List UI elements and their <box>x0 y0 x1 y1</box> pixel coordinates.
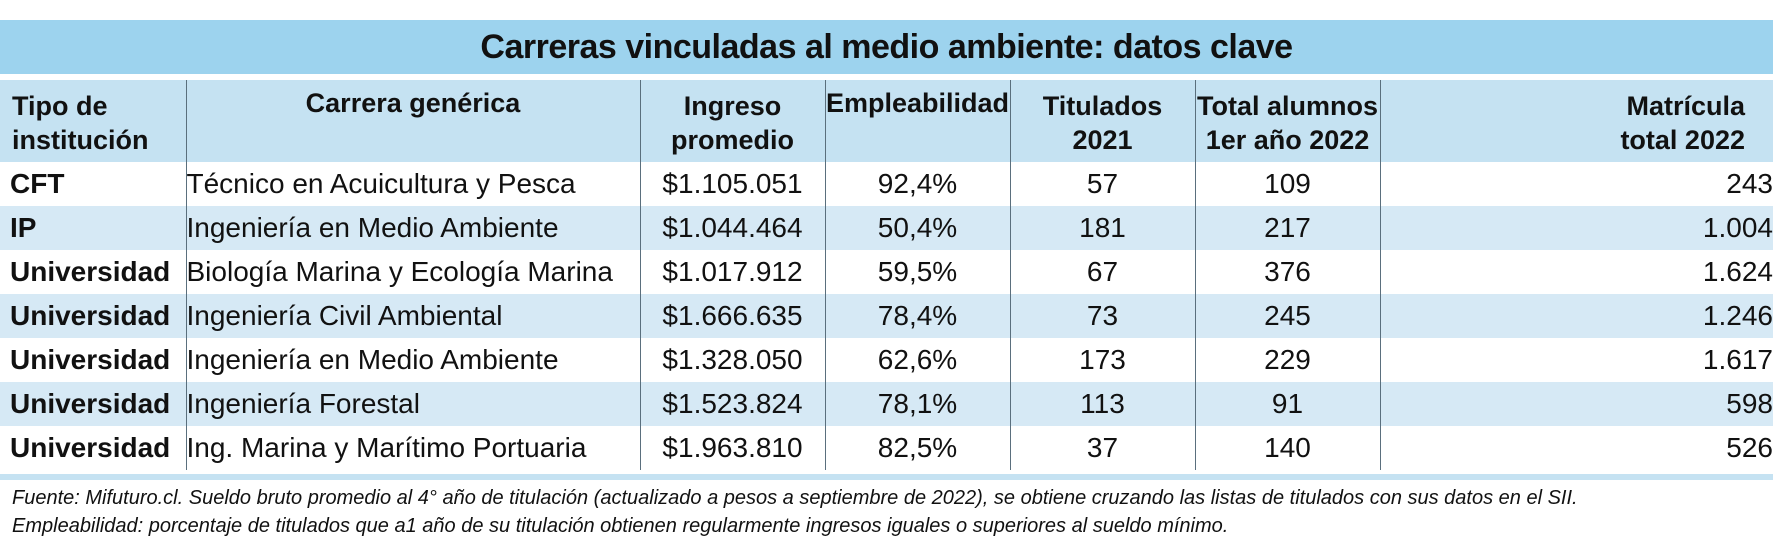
cell-alumnos: 229 <box>1194 338 1380 382</box>
cell-matricula: 1.624 <box>1379 250 1773 294</box>
cell-matricula: 598 <box>1379 382 1773 426</box>
cell-ingreso: $1.666.635 <box>639 294 825 338</box>
header-line: total 2022 <box>1620 125 1745 155</box>
cell-titulados: 57 <box>1009 162 1195 206</box>
table-row: Universidad Ing. Marina y Marítimo Portu… <box>0 426 1773 470</box>
cell-matricula: 526 <box>1379 426 1773 470</box>
note-source: Fuente: Mifuturo.cl. Sueldo bruto promed… <box>12 487 1578 509</box>
cell-ingreso: $1.963.810 <box>639 426 825 470</box>
cell-ingreso: $1.328.050 <box>639 338 825 382</box>
cell-carrera: Ingeniería Forestal <box>185 382 640 426</box>
table-row: IP Ingeniería en Medio Ambiente $1.044.4… <box>0 206 1773 250</box>
cell-titulados: 181 <box>1009 206 1195 250</box>
cell-tipo: Universidad <box>10 344 171 375</box>
cell-tipo: Universidad <box>10 432 171 463</box>
careers-table: Tipo de institución Carrera genérica Ing… <box>0 80 1773 470</box>
table-row: Universidad Ingeniería en Medio Ambiente… <box>0 338 1773 382</box>
table-row: CFT Técnico en Acuicultura y Pesca $1.10… <box>0 162 1773 206</box>
header-line: Total alumnos <box>1196 91 1378 121</box>
header-row: Tipo de institución Carrera genérica Ing… <box>0 80 1773 162</box>
cell-carrera: Ingeniería en Medio Ambiente <box>185 338 640 382</box>
cell-tipo: IP <box>10 212 37 243</box>
cell-alumnos: 109 <box>1194 162 1380 206</box>
cell-empleabilidad: 50,4% <box>824 206 1010 250</box>
header-line: Titulados <box>1042 91 1163 121</box>
cell-titulados: 73 <box>1009 294 1195 338</box>
header-alumnos: Total alumnos 1er año 2022 <box>1194 80 1380 162</box>
header-carrera: Carrera genérica <box>185 80 640 162</box>
cell-empleabilidad: 82,5% <box>824 426 1010 470</box>
cell-ingreso: $1.523.824 <box>639 382 825 426</box>
cell-alumnos: 91 <box>1194 382 1380 426</box>
cell-empleabilidad: 92,4% <box>824 162 1010 206</box>
cell-ingreso: $1.044.464 <box>639 206 825 250</box>
header-titulados: Titulados 2021 <box>1009 80 1195 162</box>
header-line: institución <box>12 125 149 155</box>
cell-empleabilidad: 59,5% <box>824 250 1010 294</box>
note-employability: Empleabilidad: porcentaje de titulados q… <box>12 515 1229 537</box>
header-line: 2021 <box>1072 125 1133 155</box>
source-notes: Fuente: Mifuturo.cl. Sueldo bruto promed… <box>12 484 1762 540</box>
header-line: promedio <box>670 125 794 155</box>
cell-carrera: Ingeniería en Medio Ambiente <box>185 206 640 250</box>
header-line: Ingreso <box>683 91 782 121</box>
cell-tipo: Universidad <box>10 388 171 419</box>
cell-alumnos: 140 <box>1194 426 1380 470</box>
cell-matricula: 243 <box>1379 162 1773 206</box>
cell-matricula: 1.004 <box>1379 206 1773 250</box>
cell-titulados: 67 <box>1009 250 1195 294</box>
cell-matricula: 1.246 <box>1379 294 1773 338</box>
cell-carrera: Ing. Marina y Marítimo Portuaria <box>185 426 640 470</box>
cell-alumnos: 217 <box>1194 206 1380 250</box>
cell-titulados: 37 <box>1009 426 1195 470</box>
table-bottom-band <box>0 474 1773 480</box>
cell-titulados: 173 <box>1009 338 1195 382</box>
cell-carrera: Ingeniería Civil Ambiental <box>185 294 640 338</box>
table-row: Universidad Ingeniería Forestal $1.523.8… <box>0 382 1773 426</box>
header-matricula: Matrícula total 2022 <box>1379 80 1773 162</box>
cell-tipo: CFT <box>10 168 65 199</box>
table-row: Universidad Ingeniería Civil Ambiental $… <box>0 294 1773 338</box>
cell-matricula: 1.617 <box>1379 338 1773 382</box>
cell-ingreso: $1.017.912 <box>639 250 825 294</box>
header-tipo: Tipo de institución <box>0 80 186 162</box>
header-line: 1er año 2022 <box>1205 125 1370 155</box>
cell-carrera: Técnico en Acuicultura y Pesca <box>185 162 640 206</box>
header-empleabilidad: Empleabilidad <box>824 80 1010 162</box>
cell-titulados: 113 <box>1009 382 1195 426</box>
header-ingreso: Ingreso promedio <box>639 80 825 162</box>
cell-alumnos: 245 <box>1194 294 1380 338</box>
cell-ingreso: $1.105.051 <box>639 162 825 206</box>
cell-empleabilidad: 78,4% <box>824 294 1010 338</box>
header-line: Tipo de <box>12 91 108 121</box>
table-row: Universidad Biología Marina y Ecología M… <box>0 250 1773 294</box>
header-line: Empleabilidad <box>825 88 1010 118</box>
header-line: Carrera genérica <box>305 88 521 118</box>
cell-carrera: Biología Marina y Ecología Marina <box>185 250 640 294</box>
cell-empleabilidad: 78,1% <box>824 382 1010 426</box>
cell-tipo: Universidad <box>10 256 171 287</box>
cell-empleabilidad: 62,6% <box>824 338 1010 382</box>
header-line: Matrícula <box>1626 91 1745 121</box>
table-title: Carreras vinculadas al medio ambiente: d… <box>0 20 1773 74</box>
cell-tipo: Universidad <box>10 300 171 331</box>
cell-alumnos: 376 <box>1194 250 1380 294</box>
